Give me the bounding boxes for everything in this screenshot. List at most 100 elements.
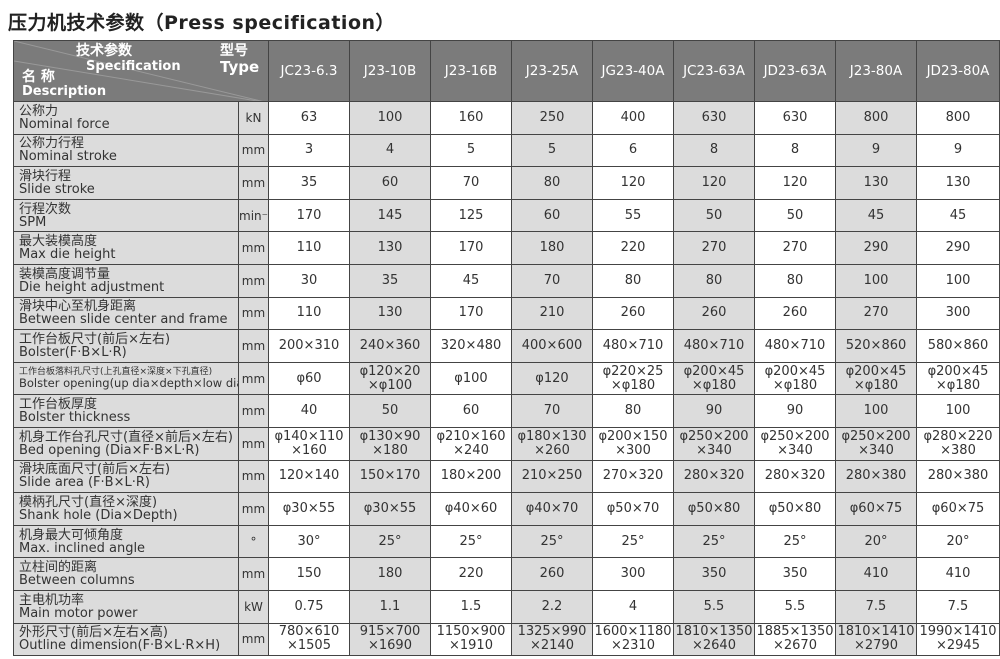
value-cell: 180	[511, 231, 593, 265]
row-label-en: Bed opening (Dia×F·B×L·R)	[19, 442, 200, 458]
value-cell: 45	[430, 263, 512, 298]
row-label: 工作台板厚度 Bolster thickness	[13, 394, 239, 428]
value-cell: 120	[592, 166, 674, 200]
row-label: 最大装模高度 Max die height	[13, 231, 239, 265]
value-cell: 1150×900 ×1910	[430, 622, 512, 657]
value-cell: 70	[511, 394, 593, 428]
table-row: 机身工作台孔尺寸(直径×前后×左右) Bed opening (Dia×F·B×L…	[13, 426, 1000, 461]
model-header: J23-16B	[430, 40, 512, 102]
value-cell: 270	[673, 231, 755, 265]
value-cell: 1885×1350 ×2670	[754, 622, 836, 657]
value-cell: 1.1	[349, 589, 431, 624]
row-label: 公称力 Nominal force	[13, 101, 239, 135]
value-cell: 80	[592, 394, 674, 428]
table-row: 工作台板落料孔尺寸(上孔直径×深度×下孔直径) Bolster opening(u…	[13, 361, 1000, 396]
desc-zh: 名 称	[22, 69, 55, 85]
spec-zh: 技术参数	[76, 43, 132, 59]
row-label-zh: 最大装模高度	[19, 234, 98, 250]
model-header: JC23-6.3	[268, 40, 350, 102]
value-cell: 8	[754, 133, 836, 168]
value-cell: 40	[268, 394, 350, 428]
row-unit: mm	[238, 557, 269, 591]
value-cell: 145	[349, 198, 431, 233]
table-row: 工作台板尺寸(前后×左右) Bolster(F·B×L·R) mm 200×310 24…	[13, 329, 1000, 363]
value-cell: 5.5	[754, 589, 836, 624]
value-cell: φ250×200 ×340	[835, 426, 917, 461]
row-unit: mm	[238, 231, 269, 265]
row-label-en: Main motor power	[19, 605, 138, 621]
row-label: 工作台板尺寸(前后×左右) Bolster(F·B×L·R)	[13, 329, 239, 363]
value-cell: 80	[511, 166, 593, 200]
value-cell: 0.75	[268, 589, 350, 624]
row-unit: mm	[238, 166, 269, 200]
table-row: 公称力 Nominal force kN 63 100 160 250 400 630 630 80…	[13, 101, 1000, 135]
value-cell: 260	[592, 296, 674, 331]
value-cell: 45	[835, 198, 917, 233]
row-label: 立柱间的距离 Between columns	[13, 557, 239, 591]
value-cell: 63	[268, 101, 350, 135]
row-label-zh: 机身最大可倾角度	[19, 527, 124, 543]
value-cell: φ120	[511, 361, 593, 396]
row-label-zh: 装模高度调节量	[19, 266, 111, 282]
value-cell: 110	[268, 296, 350, 331]
value-cell: 120	[754, 166, 836, 200]
table-row: 立柱间的距离 Between columns mm 150 180 220 260 300 35…	[13, 557, 1000, 591]
value-cell: 1600×1180 ×2310	[592, 622, 674, 657]
row-label-en: Nominal stroke	[19, 149, 117, 165]
value-cell: 210	[511, 296, 593, 331]
value-cell: 20°	[916, 524, 1000, 559]
value-cell: 300	[916, 296, 1000, 331]
value-cell: 20°	[835, 524, 917, 559]
value-cell: φ60	[268, 361, 350, 396]
row-label-zh: 立柱间的距离	[19, 560, 98, 576]
value-cell: φ130×90 ×180	[349, 426, 431, 461]
table-row: 滑块中心至机身距离 Between slide center and frame m…	[13, 296, 1000, 331]
value-cell: 30°	[268, 524, 350, 559]
row-unit: mm	[238, 329, 269, 363]
row-label-en: Bolster opening(up dia×depth×low dia)	[19, 376, 239, 391]
type-zh: 型号	[220, 43, 248, 59]
value-cell: 7.5	[835, 589, 917, 624]
value-cell: 4	[349, 133, 431, 168]
value-cell: 7.5	[916, 589, 1000, 624]
value-cell: 90	[673, 394, 755, 428]
value-cell: φ120×20 ×φ100	[349, 361, 431, 396]
row-label-en: Slide area (F·B×L·R)	[19, 475, 150, 491]
value-cell: 70	[430, 166, 512, 200]
row-label-zh: 滑块行程	[19, 168, 72, 184]
value-cell: 410	[835, 557, 917, 591]
value-cell: 200×310	[268, 329, 350, 363]
value-cell: φ50×80	[673, 492, 755, 526]
value-cell: φ60×75	[835, 492, 917, 526]
model-header: J23-10B	[349, 40, 431, 102]
value-cell: 80	[592, 263, 674, 298]
value-cell: 250	[511, 101, 593, 135]
row-unit: kW	[238, 589, 269, 624]
table-row: 滑块行程 Slide stroke mm 35 60 70 80 120 120 120 130 13…	[13, 166, 1000, 200]
value-cell: 125	[430, 198, 512, 233]
value-cell: 100	[916, 263, 1000, 298]
value-cell: 60	[349, 166, 431, 200]
value-cell: 25°	[673, 524, 755, 559]
value-cell: 150×170	[349, 459, 431, 494]
value-cell: φ50×70	[592, 492, 674, 526]
value-cell: 35	[349, 263, 431, 298]
value-cell: φ40×60	[430, 492, 512, 526]
value-cell: 480×710	[592, 329, 674, 363]
value-cell: 80	[754, 263, 836, 298]
value-cell: 6	[592, 133, 674, 168]
value-cell: 25°	[754, 524, 836, 559]
row-unit: °	[238, 524, 269, 559]
row-label-en: Outline dimension(F·B×L·R×H)	[19, 638, 221, 654]
value-cell: 50	[349, 394, 431, 428]
row-label-zh: 主电机功率	[19, 592, 85, 608]
row-unit: min⁻¹	[238, 198, 269, 233]
value-cell: 400×600	[511, 329, 593, 363]
value-cell: 25°	[592, 524, 674, 559]
table-row: 最大装模高度 Max die height mm 110 130 170 180 220 270…	[13, 231, 1000, 265]
value-cell: 280×380	[916, 459, 1000, 494]
table-row: 工作台板厚度 Bolster thickness mm 40 50 60 70 80 90 90 1…	[13, 394, 1000, 428]
value-cell: 5.5	[673, 589, 755, 624]
row-label: 机身工作台孔尺寸(直径×前后×左右) Bed opening (Dia×F·B×L…	[13, 426, 239, 461]
